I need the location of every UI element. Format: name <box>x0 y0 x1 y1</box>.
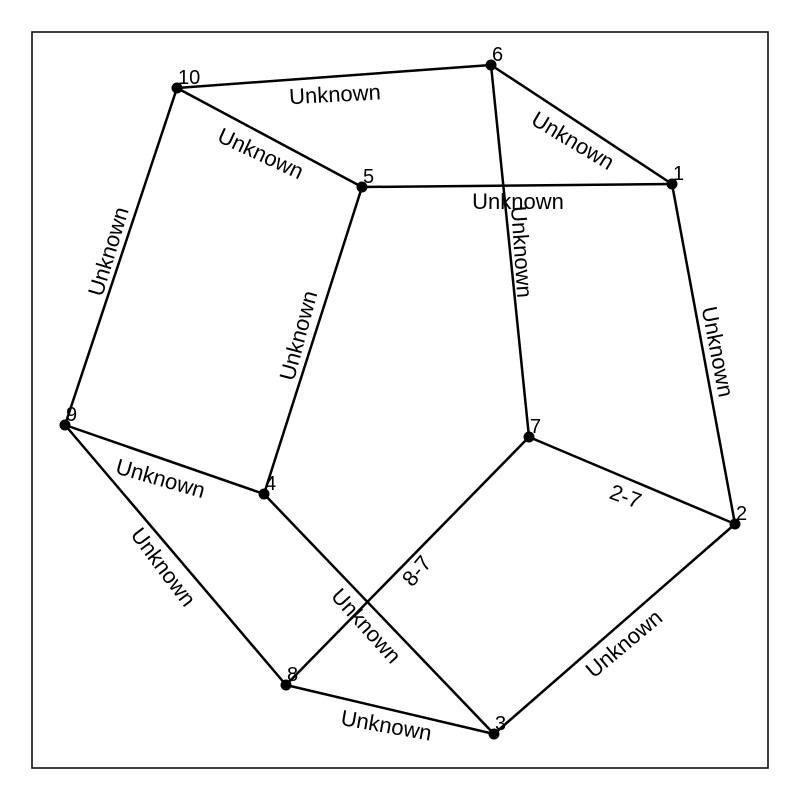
edge-10-5 <box>176 86 363 189</box>
node-2 <box>729 518 741 530</box>
node-6 <box>485 59 497 71</box>
edge-label-10-6: Unknown <box>288 79 381 109</box>
node-7 <box>523 431 535 443</box>
node-label-6: 6 <box>492 44 503 66</box>
node-9 <box>59 419 71 431</box>
node-4 <box>258 488 270 500</box>
edge-7-2 <box>528 435 736 526</box>
edge-9-8 <box>64 424 287 686</box>
node-10 <box>171 82 183 94</box>
edge-6-1 <box>490 63 673 186</box>
node-3 <box>488 728 500 740</box>
edge-8-3 <box>285 683 495 736</box>
edge-3-2 <box>493 523 736 735</box>
edge-6-7 <box>489 64 531 438</box>
node-label-2: 2 <box>736 503 747 525</box>
node-label-7: 7 <box>530 416 541 438</box>
nodes-layer: 1 2 3 4 5 6 7 8 9 10 <box>59 44 747 740</box>
node-1 <box>666 178 678 190</box>
node-label-1: 1 <box>673 163 684 185</box>
edge-10-6 <box>176 63 492 90</box>
node-label-9: 9 <box>66 404 77 426</box>
edge-label-5-1: Unknown <box>472 189 564 214</box>
edge-1-2 <box>670 183 737 525</box>
edge-10-9 <box>63 87 179 426</box>
node-label-5: 5 <box>363 166 374 188</box>
edge-8-7 <box>285 436 530 686</box>
node-8 <box>280 679 292 691</box>
node-5 <box>356 181 368 193</box>
node-label-8: 8 <box>287 664 298 686</box>
edge-9-4 <box>64 423 265 496</box>
node-label-3: 3 <box>495 713 506 735</box>
edge-5-4 <box>262 186 364 495</box>
node-label-10: 10 <box>178 67 200 89</box>
diagram-frame <box>31 31 769 769</box>
node-label-4: 4 <box>265 473 276 495</box>
edges-layer <box>63 63 737 736</box>
edge-4-3 <box>263 493 495 735</box>
edge-5-1 <box>361 182 673 189</box>
